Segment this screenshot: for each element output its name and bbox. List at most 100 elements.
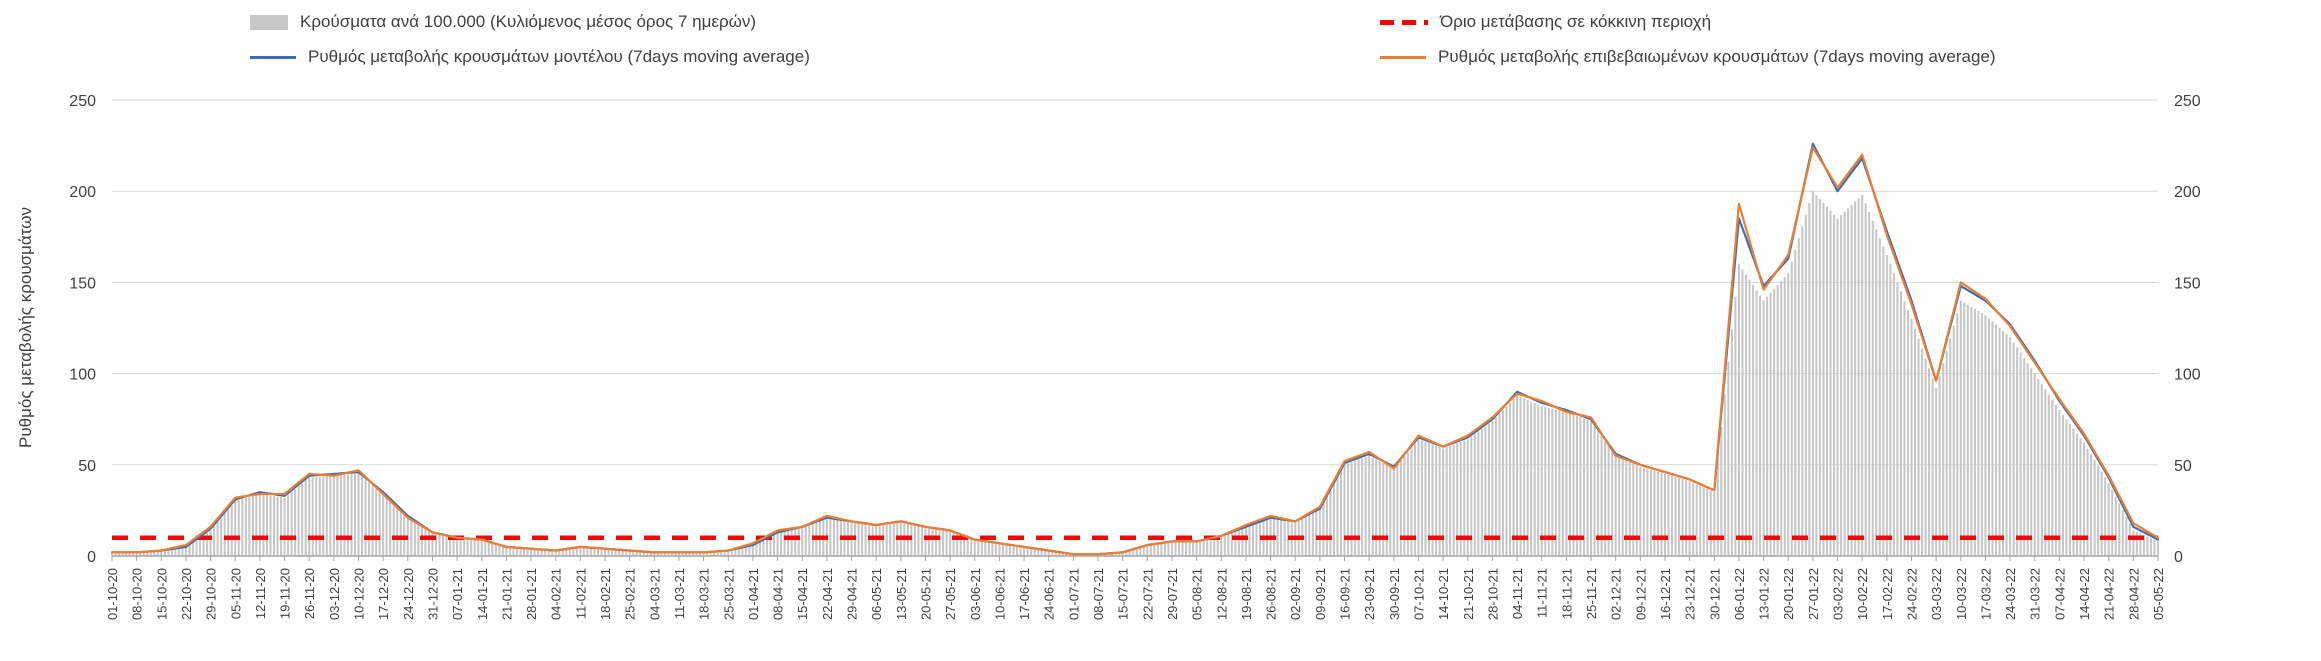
legend-item-model: Ρυθμός μεταβολής κρουσμάτων μοντέλου (7d…	[250, 47, 810, 67]
svg-text:03-06-21: 03-06-21	[968, 568, 983, 620]
svg-text:10-02-22: 10-02-22	[1855, 568, 1870, 620]
svg-text:15-04-21: 15-04-21	[795, 568, 810, 620]
svg-text:19-08-21: 19-08-21	[1239, 568, 1254, 620]
svg-text:28-01-21: 28-01-21	[524, 568, 539, 620]
svg-text:06-01-22: 06-01-22	[1732, 568, 1747, 620]
svg-text:13-01-22: 13-01-22	[1757, 568, 1772, 620]
svg-text:28-04-22: 28-04-22	[2126, 568, 2141, 620]
svg-text:25-11-21: 25-11-21	[1584, 568, 1599, 619]
svg-text:08-10-20: 08-10-20	[130, 568, 145, 620]
svg-text:11-02-21: 11-02-21	[573, 568, 588, 619]
dashed-line-swatch-icon	[1380, 19, 1428, 25]
svg-text:30-09-21: 30-09-21	[1387, 568, 1402, 620]
svg-text:29-10-20: 29-10-20	[204, 568, 219, 620]
svg-text:16-09-21: 16-09-21	[1338, 568, 1353, 620]
svg-text:07-10-21: 07-10-21	[1412, 568, 1427, 620]
svg-text:150: 150	[69, 275, 96, 292]
svg-text:22-07-21: 22-07-21	[1140, 568, 1155, 620]
svg-text:10-12-20: 10-12-20	[352, 568, 367, 620]
svg-text:23-12-21: 23-12-21	[1683, 568, 1698, 620]
svg-text:09-09-21: 09-09-21	[1313, 568, 1328, 620]
legend-item-cases: Κρούσματα ανά 100.000 (Κυλιόμενος μέσος …	[250, 12, 756, 32]
svg-text:22-04-21: 22-04-21	[820, 568, 835, 620]
svg-text:17-06-21: 17-06-21	[1017, 568, 1032, 620]
svg-text:03-03-22: 03-03-22	[1929, 568, 1944, 620]
svg-text:21-10-21: 21-10-21	[1461, 568, 1476, 620]
svg-text:27-05-21: 27-05-21	[943, 568, 958, 620]
svg-text:02-09-21: 02-09-21	[1288, 568, 1303, 620]
svg-text:07-01-21: 07-01-21	[450, 568, 465, 620]
svg-text:11-03-21: 11-03-21	[672, 568, 687, 619]
svg-text:17-02-22: 17-02-22	[1880, 568, 1895, 620]
svg-text:14-01-21: 14-01-21	[475, 568, 490, 620]
svg-text:05-05-22: 05-05-22	[2151, 568, 2166, 620]
legend-item-threshold: Όριο μετάβασης σε κόκκινη περιοχή	[1380, 12, 1711, 32]
svg-text:25-02-21: 25-02-21	[623, 568, 638, 620]
legend-label-cases: Κρούσματα ανά 100.000 (Κυλιόμενος μέσος …	[300, 12, 757, 31]
svg-text:18-11-21: 18-11-21	[1559, 568, 1574, 619]
svg-text:18-02-21: 18-02-21	[598, 568, 613, 620]
svg-text:50: 50	[2174, 458, 2192, 475]
svg-text:24-02-22: 24-02-22	[1905, 568, 1920, 620]
svg-text:30-12-21: 30-12-21	[1707, 568, 1722, 620]
svg-text:14-04-22: 14-04-22	[2077, 568, 2092, 620]
svg-text:06-05-21: 06-05-21	[869, 568, 884, 620]
svg-text:50: 50	[78, 458, 96, 475]
svg-text:12-11-20: 12-11-20	[253, 568, 268, 619]
bar-swatch-icon	[250, 14, 288, 30]
svg-text:29-04-21: 29-04-21	[845, 568, 860, 620]
svg-text:26-08-21: 26-08-21	[1264, 568, 1279, 620]
svg-text:27-01-22: 27-01-22	[1806, 568, 1821, 620]
svg-text:07-04-22: 07-04-22	[2052, 568, 2067, 620]
svg-text:17-03-22: 17-03-22	[1978, 568, 1993, 620]
svg-text:13-05-21: 13-05-21	[894, 568, 909, 620]
svg-text:01-04-21: 01-04-21	[746, 568, 761, 620]
svg-text:08-04-21: 08-04-21	[771, 568, 786, 620]
svg-text:04-03-21: 04-03-21	[647, 568, 662, 620]
svg-text:10-03-22: 10-03-22	[1954, 568, 1969, 620]
svg-text:05-08-21: 05-08-21	[1190, 568, 1205, 620]
svg-text:09-12-21: 09-12-21	[1633, 568, 1648, 620]
svg-text:16-12-21: 16-12-21	[1658, 568, 1673, 620]
svg-text:15-10-20: 15-10-20	[154, 568, 169, 620]
svg-text:20-01-22: 20-01-22	[1781, 568, 1796, 620]
svg-text:25-03-21: 25-03-21	[721, 568, 736, 620]
legend-label-threshold: Όριο μετάβασης σε κόκκινη περιοχή	[1440, 12, 1712, 31]
svg-text:31-12-20: 31-12-20	[426, 568, 441, 620]
svg-text:04-02-21: 04-02-21	[549, 568, 564, 620]
svg-text:250: 250	[2174, 93, 2201, 110]
svg-text:0: 0	[87, 549, 96, 566]
svg-text:08-07-21: 08-07-21	[1091, 568, 1106, 620]
svg-text:200: 200	[69, 184, 96, 201]
svg-text:02-12-21: 02-12-21	[1609, 568, 1624, 620]
svg-text:10-06-21: 10-06-21	[992, 568, 1007, 620]
svg-text:05-11-20: 05-11-20	[228, 568, 243, 619]
svg-text:23-09-21: 23-09-21	[1362, 568, 1377, 620]
svg-text:19-11-20: 19-11-20	[278, 568, 293, 619]
svg-text:24-03-22: 24-03-22	[2003, 568, 2018, 620]
orange-line-swatch-icon	[1380, 55, 1426, 59]
svg-text:250: 250	[69, 93, 96, 110]
svg-text:18-03-21: 18-03-21	[697, 568, 712, 620]
svg-text:100: 100	[69, 367, 96, 384]
svg-text:31-03-22: 31-03-22	[2028, 568, 2043, 620]
svg-text:100: 100	[2174, 367, 2201, 384]
svg-text:15-07-21: 15-07-21	[1116, 568, 1131, 620]
svg-text:04-11-21: 04-11-21	[1510, 568, 1525, 619]
svg-text:20-05-21: 20-05-21	[919, 568, 934, 620]
svg-text:150: 150	[2174, 275, 2201, 292]
blue-line-swatch-icon	[250, 55, 296, 59]
svg-text:29-07-21: 29-07-21	[1165, 568, 1180, 620]
svg-text:03-02-22: 03-02-22	[1831, 568, 1846, 620]
svg-text:12-08-21: 12-08-21	[1214, 568, 1229, 620]
legend-label-confirmed: Ρυθμός μεταβολής επιβεβαιωμένων κρουσμάτ…	[1438, 47, 1996, 66]
svg-text:11-11-21: 11-11-21	[1535, 568, 1550, 618]
legend-label-model: Ρυθμός μεταβολής κρουσμάτων μοντέλου (7d…	[308, 47, 810, 66]
svg-text:01-07-21: 01-07-21	[1066, 568, 1081, 620]
legend-item-confirmed: Ρυθμός μεταβολής επιβεβαιωμένων κρουσμάτ…	[1380, 47, 1996, 67]
svg-text:24-12-20: 24-12-20	[401, 568, 416, 620]
svg-text:200: 200	[2174, 184, 2201, 201]
svg-text:28-10-21: 28-10-21	[1485, 568, 1500, 620]
svg-text:17-12-20: 17-12-20	[376, 568, 391, 620]
